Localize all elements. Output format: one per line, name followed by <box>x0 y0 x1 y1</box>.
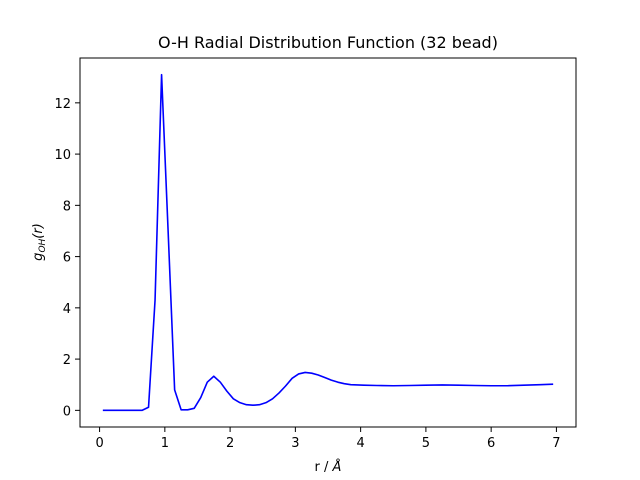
x-axis: 0 1 2 3 4 5 6 7 <box>95 427 561 451</box>
y-tick-label: 2 <box>63 353 71 368</box>
x-tick-label: 7 <box>552 436 560 451</box>
y-axis-label-main: g <box>31 253 46 261</box>
x-tick-label: 5 <box>422 436 430 451</box>
x-axis-label-prefix: r / <box>315 460 333 475</box>
y-tick-label: 10 <box>54 148 71 163</box>
x-tick-label: 6 <box>487 436 495 451</box>
y-tick-label: 0 <box>63 404 71 419</box>
x-axis-label-unit: Å <box>332 459 342 475</box>
y-axis: 0 2 4 6 8 10 12 <box>54 97 80 419</box>
y-tick-label: 8 <box>63 199 71 214</box>
x-tick-label: 3 <box>291 436 299 451</box>
series-line-goh <box>102 73 554 412</box>
x-tick-label: 2 <box>226 436 234 451</box>
y-tick-label: 6 <box>63 251 71 266</box>
x-axis-label: r / Å <box>315 459 342 475</box>
y-axis-label-sub: OH <box>38 238 48 252</box>
y-axis-label-arg: (r) <box>31 223 46 239</box>
plot-area-frame <box>79 57 577 428</box>
x-tick-label: 0 <box>95 436 103 451</box>
y-tick-label: 12 <box>54 97 71 112</box>
x-tick-label: 4 <box>356 436 364 451</box>
chart-title: O-H Radial Distribution Function (32 bea… <box>158 33 498 52</box>
x-tick-label: 1 <box>161 436 169 451</box>
y-axis-label: gOH(r) <box>31 223 48 261</box>
y-tick-label: 4 <box>63 302 71 317</box>
